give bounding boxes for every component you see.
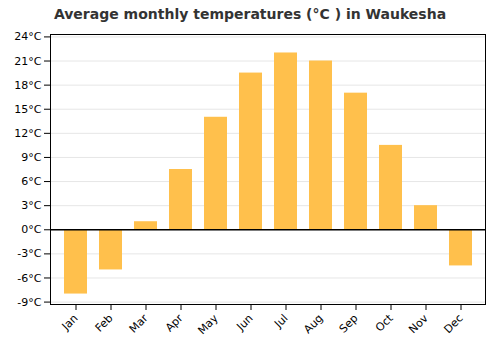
svg-text:6°C: 6°C [21, 175, 41, 188]
svg-text:15°C: 15°C [14, 103, 41, 116]
svg-text:May: May [195, 311, 221, 337]
svg-text:Dec: Dec [441, 312, 465, 336]
svg-text:-6°C: -6°C [17, 272, 41, 285]
svg-text:9°C: 9°C [21, 151, 41, 164]
svg-text:0°C: 0°C [21, 223, 41, 236]
svg-text:Feb: Feb [93, 312, 116, 335]
svg-text:21°C: 21°C [14, 55, 41, 68]
svg-text:Oct: Oct [373, 311, 396, 334]
svg-text:Aug: Aug [301, 312, 325, 336]
svg-text:-9°C: -9°C [17, 296, 41, 309]
svg-text:24°C: 24°C [14, 30, 41, 43]
svg-text:Mar: Mar [127, 311, 151, 335]
svg-text:Sep: Sep [337, 312, 361, 336]
svg-text:Jul: Jul [271, 312, 290, 331]
svg-text:Jun: Jun [234, 312, 256, 334]
svg-text:-3°C: -3°C [17, 247, 41, 260]
svg-text:18°C: 18°C [14, 79, 41, 92]
svg-text:Nov: Nov [406, 311, 431, 336]
svg-text:Apr: Apr [163, 311, 186, 334]
svg-text:Jan: Jan [59, 312, 81, 334]
svg-text:12°C: 12°C [14, 127, 41, 140]
svg-text:3°C: 3°C [21, 199, 41, 212]
html-text:Average monthly temperatures (: Average monthly temperatures (°C ) in Wa… [53, 6, 447, 22]
